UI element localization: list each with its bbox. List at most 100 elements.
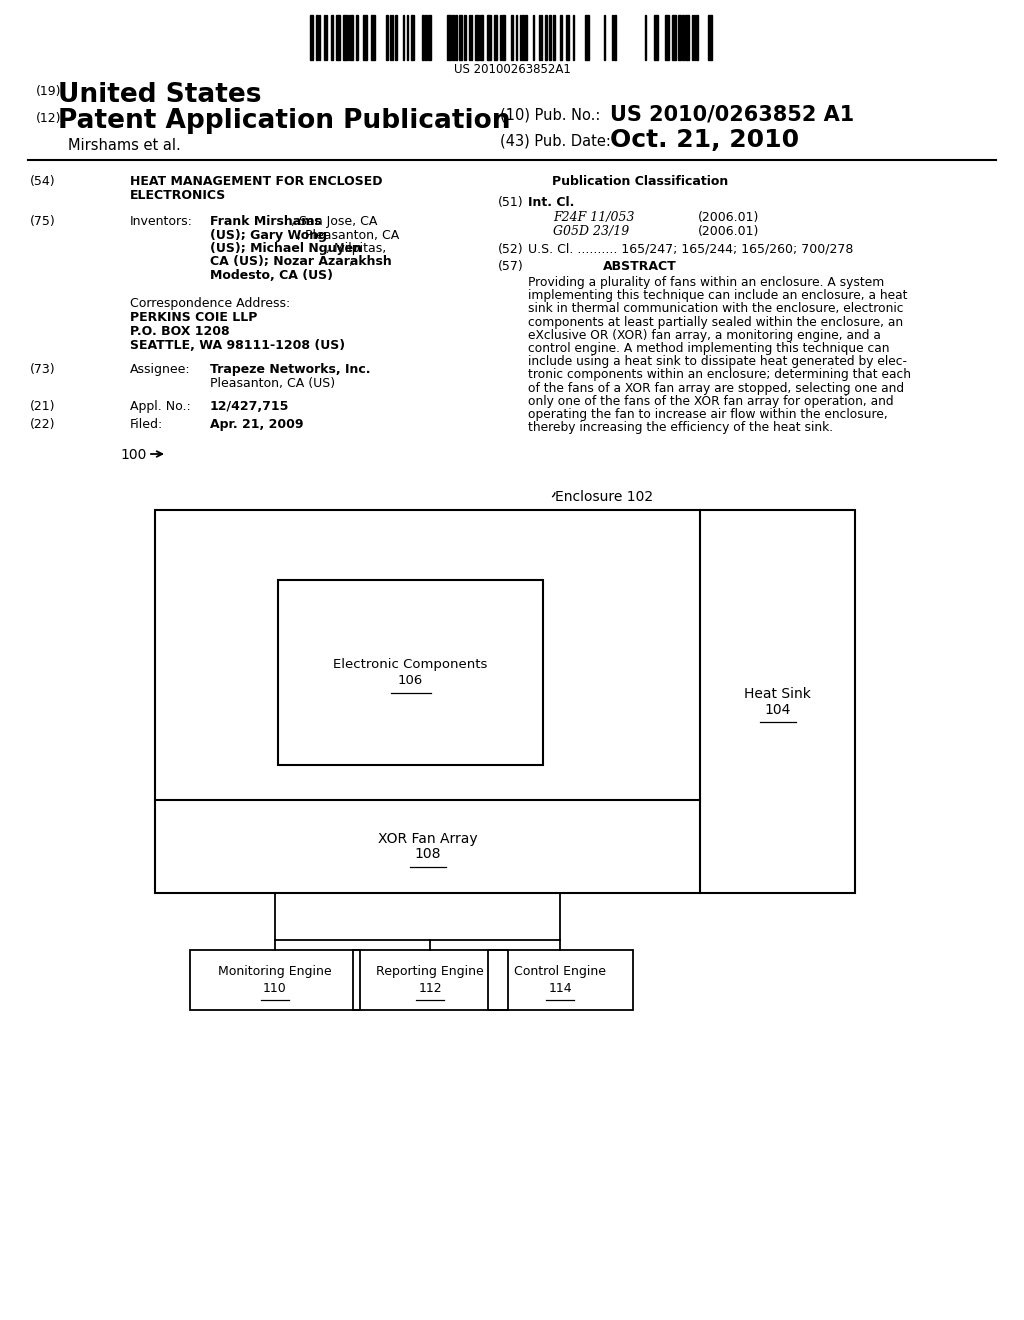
Text: thereby increasing the efficiency of the heat sink.: thereby increasing the efficiency of the… (528, 421, 834, 434)
Bar (422, 15, 424, 59)
Text: , San Jose, CA: , San Jose, CA (291, 215, 378, 228)
Text: (52): (52) (498, 243, 523, 256)
Bar (475, 15, 479, 59)
Text: XOR Fan Array: XOR Fan Array (378, 832, 477, 846)
Text: only one of the fans of the XOR fan array for operation, and: only one of the fans of the XOR fan arra… (528, 395, 894, 408)
Bar (487, 15, 490, 59)
Text: Trapeze Networks, Inc.: Trapeze Networks, Inc. (210, 363, 371, 376)
Text: tronic components within an enclosure; determining that each: tronic components within an enclosure; d… (528, 368, 911, 381)
Text: (21): (21) (30, 400, 55, 413)
Bar (511, 15, 513, 59)
Text: Apr. 21, 2009: Apr. 21, 2009 (210, 418, 303, 432)
Bar (447, 15, 451, 59)
Text: (10) Pub. No.:: (10) Pub. No.: (500, 108, 600, 123)
Text: Patent Application Publication: Patent Application Publication (58, 108, 511, 135)
Bar (549, 15, 551, 59)
Bar (190, 950, 360, 1010)
Text: , Pleasanton, CA: , Pleasanton, CA (297, 228, 399, 242)
Text: Assignee:: Assignee: (130, 363, 190, 376)
Bar (336, 15, 340, 59)
Bar (665, 15, 669, 59)
Bar (672, 15, 676, 59)
Bar (560, 15, 562, 59)
Bar (502, 15, 505, 59)
Bar (545, 15, 547, 59)
Bar (585, 15, 589, 59)
Text: control engine. A method implementing this technique can: control engine. A method implementing th… (528, 342, 890, 355)
Text: (2006.01): (2006.01) (698, 211, 760, 224)
Text: US 20100263852A1: US 20100263852A1 (454, 63, 570, 77)
Text: , Milpitas,: , Milpitas, (326, 242, 386, 255)
Text: Pleasanton, CA (US): Pleasanton, CA (US) (210, 378, 335, 389)
Text: U.S. Cl. .......... 165/247; 165/244; 165/260; 700/278: U.S. Cl. .......... 165/247; 165/244; 16… (528, 243, 853, 256)
Text: ELECTRONICS: ELECTRONICS (130, 189, 226, 202)
Bar (343, 15, 347, 59)
Text: eXclusive OR (XOR) fan array, a monitoring engine, and a: eXclusive OR (XOR) fan array, a monitori… (528, 329, 881, 342)
Bar (395, 15, 397, 59)
Text: CA (US); Nozar Azarakhsh: CA (US); Nozar Azarakhsh (210, 256, 392, 268)
Bar (525, 15, 527, 59)
Text: SEATTLE, WA 98111-1208 (US): SEATTLE, WA 98111-1208 (US) (130, 339, 345, 352)
Text: Frank Mirshams: Frank Mirshams (210, 215, 322, 228)
Bar (411, 15, 414, 59)
Bar (522, 15, 524, 59)
Bar (464, 15, 466, 59)
Text: Oct. 21, 2010: Oct. 21, 2010 (610, 128, 799, 152)
Bar (371, 15, 375, 59)
Text: Electronic Components: Electronic Components (334, 657, 487, 671)
Bar (331, 15, 333, 59)
Bar (494, 15, 497, 59)
Text: Heat Sink: Heat Sink (744, 686, 811, 701)
Text: United States: United States (58, 82, 261, 108)
Text: US 2010/0263852 A1: US 2010/0263852 A1 (610, 104, 854, 124)
Text: Modesto, CA (US): Modesto, CA (US) (210, 269, 333, 282)
Bar (155, 510, 855, 894)
Bar (352, 950, 508, 1010)
Text: ,: , (349, 256, 353, 268)
Bar (682, 15, 684, 59)
Bar (316, 15, 318, 59)
Text: 104: 104 (764, 702, 791, 717)
Text: (43) Pub. Date:: (43) Pub. Date: (500, 135, 611, 149)
Text: 12/427,715: 12/427,715 (210, 400, 290, 413)
Text: PERKINS COIE LLP: PERKINS COIE LLP (130, 312, 257, 323)
Text: Reporting Engine: Reporting Engine (376, 965, 484, 978)
Text: P.O. BOX 1208: P.O. BOX 1208 (130, 325, 229, 338)
Text: Enclosure 102: Enclosure 102 (555, 490, 653, 504)
Text: implementing this technique can include an enclosure, a heat: implementing this technique can include … (528, 289, 907, 302)
Bar (459, 15, 462, 59)
Bar (455, 15, 457, 59)
Text: (2006.01): (2006.01) (698, 224, 760, 238)
Text: (54): (54) (30, 176, 55, 187)
Text: 112: 112 (418, 982, 441, 994)
Text: Mirshams et al.: Mirshams et al. (68, 139, 181, 153)
Bar (386, 15, 388, 59)
Bar (553, 15, 555, 59)
Bar (362, 15, 367, 59)
Text: 106: 106 (398, 675, 423, 686)
Text: components at least partially sealed within the enclosure, an: components at least partially sealed wit… (528, 315, 903, 329)
Bar (614, 15, 616, 59)
Bar (425, 15, 427, 59)
Text: sink in thermal communication with the enclosure, electronic: sink in thermal communication with the e… (528, 302, 903, 315)
Bar (278, 579, 543, 766)
Text: F24F 11/053: F24F 11/053 (553, 211, 635, 224)
Bar (487, 950, 633, 1010)
Text: 110: 110 (263, 982, 287, 994)
Text: (US); Michael Nguyen: (US); Michael Nguyen (210, 242, 362, 255)
Bar (654, 15, 658, 59)
Text: Publication Classification: Publication Classification (552, 176, 728, 187)
Bar (678, 15, 681, 59)
Bar (480, 15, 483, 59)
Text: Providing a plurality of fans within an enclosure. A system: Providing a plurality of fans within an … (528, 276, 885, 289)
Bar (356, 15, 358, 59)
Bar (696, 15, 698, 59)
Text: (22): (22) (30, 418, 55, 432)
Bar (708, 15, 712, 59)
Text: 100: 100 (120, 447, 146, 462)
Text: (12): (12) (36, 112, 61, 125)
Text: Filed:: Filed: (130, 418, 163, 432)
Text: Control Engine: Control Engine (514, 965, 606, 978)
Text: of the fans of a XOR fan array are stopped, selecting one and: of the fans of a XOR fan array are stopp… (528, 381, 904, 395)
Text: 108: 108 (415, 847, 440, 862)
